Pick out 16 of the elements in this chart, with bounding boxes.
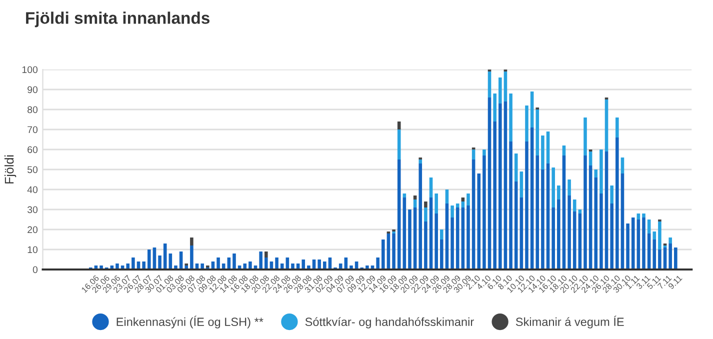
y-tick-label: 40 [27,186,38,194]
y-tick-label: 0 [32,266,38,274]
y-tick-label: 100 [22,66,38,74]
legend-label: Einkennasýni (ÍE og LSH) ** [116,316,264,328]
legend-label: Sóttkvíar- og handahófsskimanir [305,317,474,328]
y-tick-label: 90 [28,86,38,94]
y-axis-title: Fjöldi [4,155,16,184]
y-tick-label: 60 [28,146,38,154]
y-tick-label: 50 [27,166,38,174]
y-tick-label: 10 [28,246,38,254]
y-tick-label: 70 [28,126,38,134]
y-tick-label: 30 [27,206,38,214]
y-tick-label: 80 [28,106,38,114]
chart-title: Fjöldi smita innanlands [26,12,210,28]
y-tick-label: 20 [28,226,38,234]
legend-label: Skimanir á vegum ÍE [516,316,624,328]
